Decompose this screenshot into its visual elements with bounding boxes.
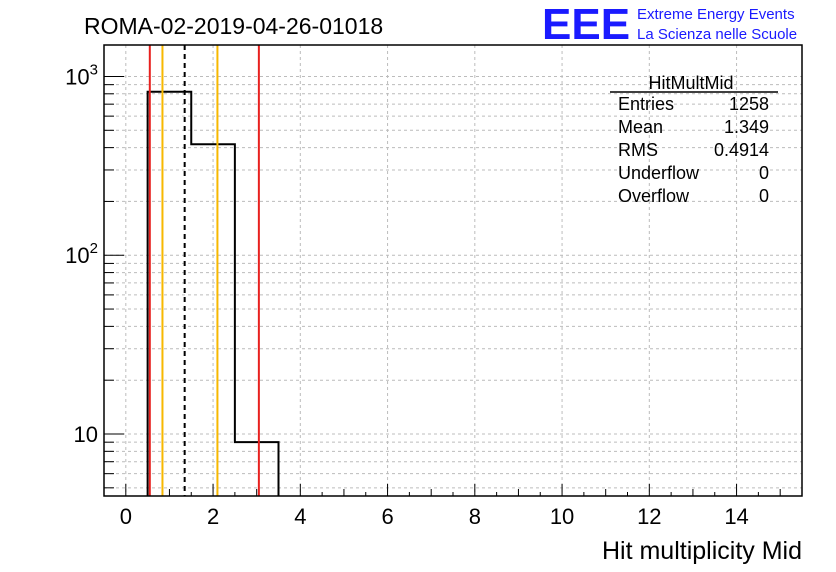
stats-row-label: RMS [618,140,658,160]
histogram-bars [146,90,280,496]
y-tick-label: 10 [74,422,98,447]
logo-line-1: Extreme Energy Events [637,6,795,23]
stats-row-value: 0 [759,186,769,206]
chart-title: ROMA-02-2019-04-26-01018 [84,13,383,39]
stats-row-label: Underflow [618,163,700,183]
x-tick-label: 8 [469,504,481,529]
x-axis: 0 2 4 6 8 10 12 14 [120,484,781,529]
stats-row-label: Mean [618,117,663,137]
x-tick-label: 14 [724,504,748,529]
stats-box: HitMultMid Entries 1258 Mean 1.349 RMS 0.4914… [610,73,778,206]
stats-row-label: Entries [618,94,674,114]
eee-logo-text: EEE [542,0,630,49]
x-tick-label: 0 [120,504,132,529]
y-tick-label: 102 [65,240,98,268]
histogram-outline [146,90,280,496]
stats-row-label: Overflow [618,186,690,206]
eee-logo: EEE Extreme Energy Events La Scienza nel… [542,0,797,49]
stats-box-title: HitMultMid [648,73,733,93]
x-tick-label: 4 [294,504,306,529]
x-axis-label: Hit multiplicity Mid [602,537,802,565]
marker-lines [148,45,260,496]
grid-lines [104,45,802,496]
stats-row-value: 1258 [729,94,769,114]
logo-line-2: La Scienza nelle Scuole [637,26,797,43]
plot-frame [103,44,803,497]
x-tick-label: 6 [381,504,393,529]
stats-row-value: 0 [759,163,769,183]
x-tick-label: 10 [550,504,574,529]
y-axis: 10 102 103 [65,61,124,489]
y-tick-label: 103 [65,61,98,89]
stats-rows: Entries 1258 Mean 1.349 RMS 0.4914 Underflow 0 O… [618,94,769,206]
stats-row-value: 0.4914 [714,140,769,160]
x-tick-label: 2 [207,504,219,529]
stats-row-value: 1.349 [724,117,769,137]
x-tick-label: 12 [637,504,661,529]
